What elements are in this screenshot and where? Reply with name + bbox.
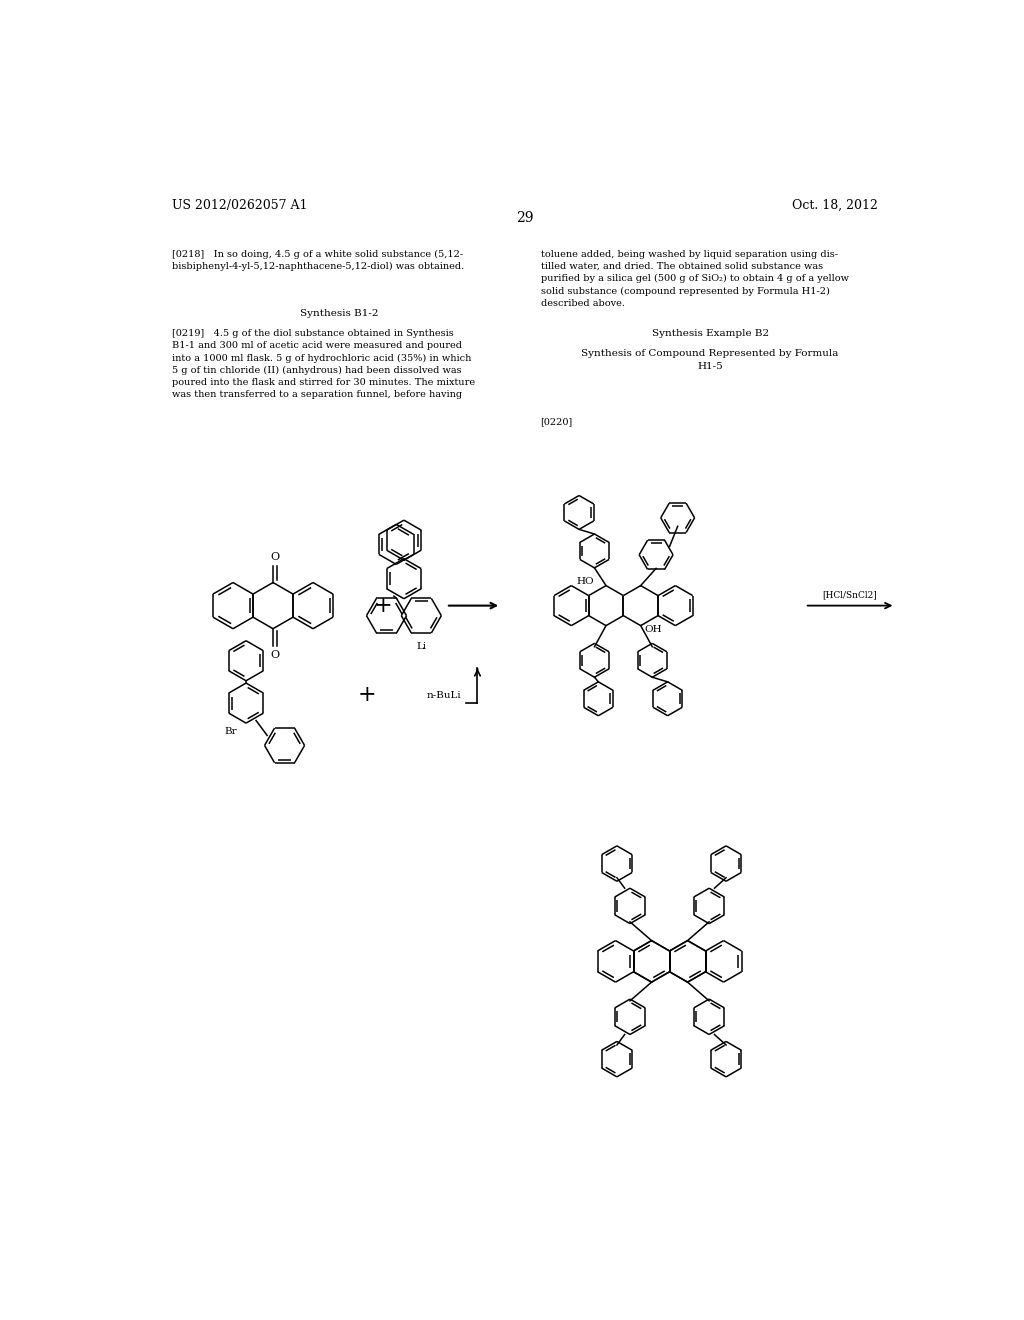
Text: +: +	[374, 594, 392, 616]
Text: Oct. 18, 2012: Oct. 18, 2012	[793, 199, 878, 213]
Text: US 2012/0262057 A1: US 2012/0262057 A1	[172, 199, 307, 213]
Text: [HCl/SnCl2]: [HCl/SnCl2]	[822, 590, 878, 599]
Text: Synthesis B1-2: Synthesis B1-2	[300, 309, 379, 318]
Text: [0219]   4.5 g of the diol substance obtained in Synthesis
B1-1 and 300 ml of ac: [0219] 4.5 g of the diol substance obtai…	[172, 329, 475, 399]
Text: O: O	[270, 649, 280, 660]
Text: Br: Br	[224, 727, 237, 737]
Text: Synthesis of Compound Represented by Formula
H1-5: Synthesis of Compound Represented by For…	[582, 350, 839, 371]
Text: O: O	[270, 552, 280, 562]
Text: toluene added, being washed by liquid separation using dis-
tilled water, and dr: toluene added, being washed by liquid se…	[541, 249, 849, 308]
Text: HO: HO	[577, 577, 595, 586]
Text: Synthesis Example B2: Synthesis Example B2	[651, 329, 769, 338]
Text: n-BuLi: n-BuLi	[426, 690, 461, 700]
Text: OH: OH	[644, 624, 663, 634]
Text: +: +	[357, 684, 377, 706]
Text: [0220]: [0220]	[541, 417, 572, 426]
Text: Li: Li	[417, 642, 426, 651]
Text: [0218]   In so doing, 4.5 g of a white solid substance (5,12-
bisbiphenyl-4-yl-5: [0218] In so doing, 4.5 g of a white sol…	[172, 249, 464, 272]
Text: 29: 29	[516, 211, 534, 226]
